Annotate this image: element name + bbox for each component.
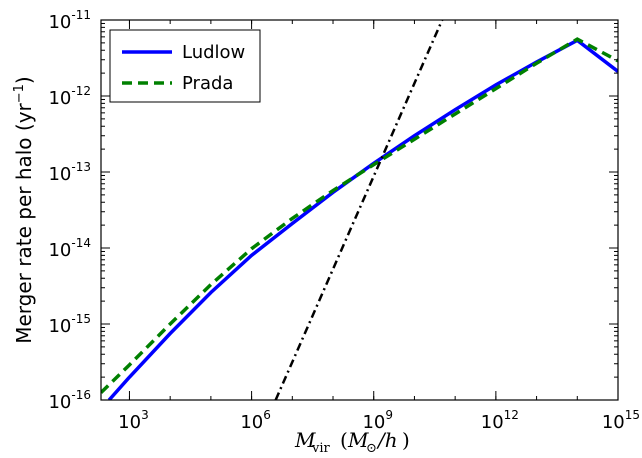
- plot-frame: [100, 19, 619, 401]
- legend-label-prada: Prada: [182, 73, 233, 94]
- svg-text:M: M: [347, 428, 369, 452]
- svg-text:(: (: [340, 428, 348, 452]
- svg-text:): ): [402, 428, 410, 452]
- y-axis-label: Merger rate per halo (yr−1): [12, 76, 36, 344]
- legend: Ludlow Prada: [109, 29, 261, 103]
- x-tick-label: 106: [240, 408, 271, 433]
- x-tick-label: 1012: [481, 408, 519, 433]
- series-line-ludlow: [107, 38, 618, 400]
- legend-label-ludlow: Ludlow: [182, 42, 245, 63]
- y-tick-label: 10-16: [48, 388, 91, 413]
- svg-text:⊙: ⊙: [366, 441, 377, 456]
- svg-text:Merger rate per halo (yr−1): Merger rate per halo (yr−1): [12, 76, 36, 344]
- x-axis-label: M vir ( M ⊙ /h ): [294, 428, 410, 456]
- series-line-power-law-2: [274, 20, 444, 400]
- x-tick-label: 109: [362, 408, 393, 433]
- y-tick-label: 10-11: [48, 8, 91, 33]
- svg-text:vir: vir: [311, 441, 331, 456]
- svg-text:/h: /h: [376, 428, 398, 452]
- svg-text:M: M: [294, 428, 316, 452]
- x-tick-label: 1015: [602, 408, 640, 433]
- x-tick-label: 103: [118, 408, 149, 433]
- y-tick-label: 10-12: [48, 84, 91, 109]
- y-tick-label: 10-15: [48, 312, 91, 337]
- y-tick-label: 10-13: [48, 160, 91, 185]
- legend-box: [109, 29, 261, 103]
- y-tick-label: 10-14: [48, 236, 91, 261]
